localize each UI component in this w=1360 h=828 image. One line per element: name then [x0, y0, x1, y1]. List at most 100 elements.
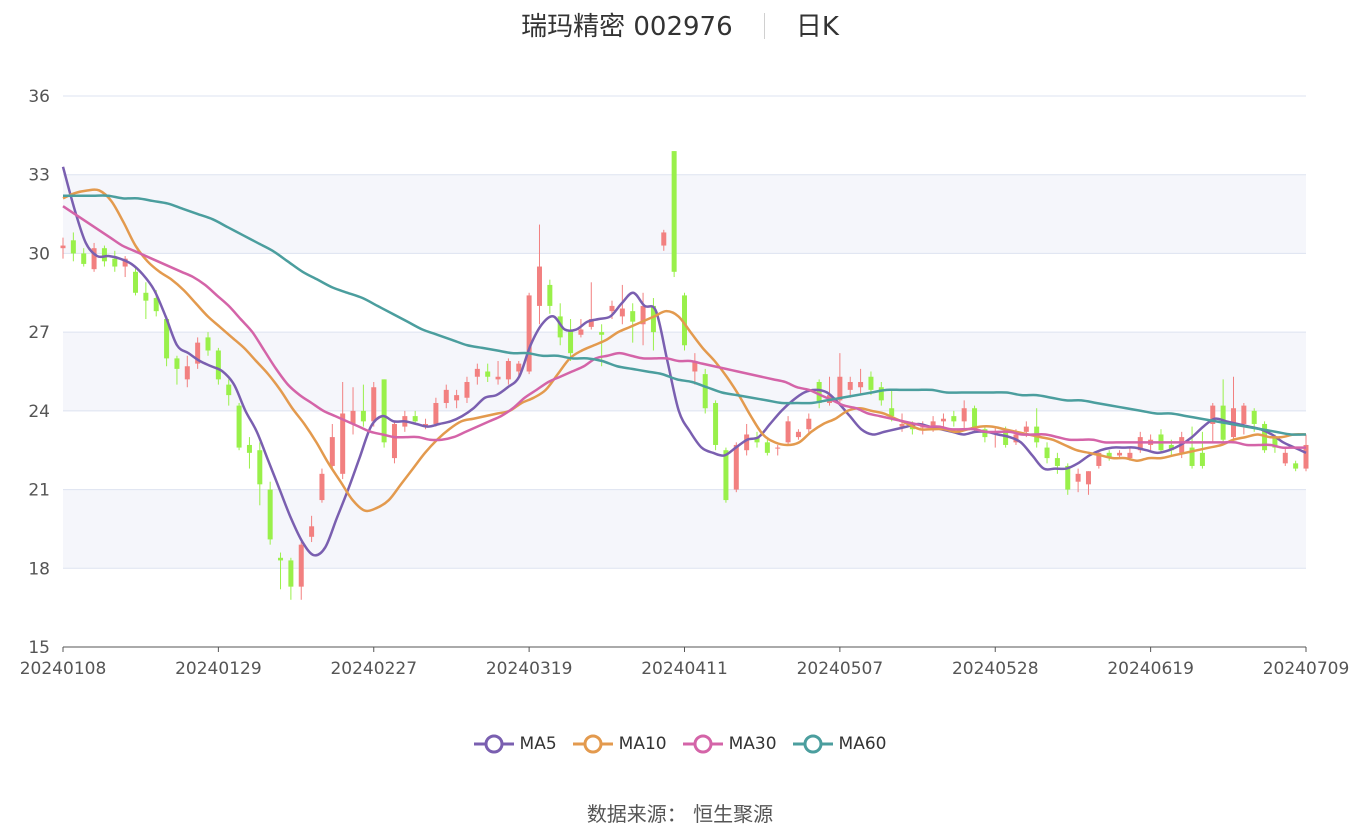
legend-item-ma60[interactable]: MA60 [792, 734, 886, 754]
legend-marker-icon [792, 734, 833, 754]
candle-body [1127, 452, 1133, 459]
candle-body [516, 363, 522, 372]
candle-body [1137, 437, 1143, 451]
x-tick-label: 20240129 [175, 659, 262, 679]
candle-body [412, 416, 418, 422]
candle-body [288, 560, 294, 587]
y-tick-label: 15 [28, 638, 50, 658]
candle-body [868, 376, 874, 390]
candle-body [464, 381, 470, 398]
candle-body [360, 410, 366, 422]
legend-item-ma10[interactable]: MA10 [572, 734, 667, 754]
candle-body [754, 437, 760, 443]
candle-body [723, 450, 729, 501]
candle-body [371, 387, 377, 422]
candle-body [744, 434, 750, 451]
candle-body [640, 305, 646, 325]
ma10-line [62, 188, 1307, 513]
candle-body [298, 544, 304, 587]
legend-item-ma30[interactable]: MA30 [682, 734, 777, 754]
y-tick-label: 24 [28, 402, 50, 422]
candle-body [112, 258, 118, 267]
candle-body [899, 423, 905, 427]
title-divider [763, 13, 765, 39]
candle-body [1210, 405, 1216, 424]
candle-body [536, 266, 542, 306]
candle-body [454, 395, 460, 401]
candle-body [443, 389, 449, 403]
candle-body [319, 473, 325, 501]
candle-body [1272, 437, 1278, 448]
candle-body [1241, 405, 1247, 424]
candle-body [1096, 452, 1102, 466]
candle-body [257, 450, 263, 485]
candle-body [526, 295, 532, 372]
candle-body [1106, 452, 1112, 459]
candle-body [391, 423, 397, 459]
candle-body [702, 374, 708, 409]
candle-body [1189, 447, 1195, 466]
candle-body [578, 329, 584, 335]
candle-body [816, 381, 822, 403]
candle-body [972, 408, 978, 430]
candle-body [267, 489, 273, 540]
candle-body [671, 151, 677, 272]
candle-body [733, 444, 739, 490]
x-tick-label: 20240227 [330, 659, 417, 679]
candle-body [309, 526, 315, 537]
candle-body [184, 366, 190, 380]
candle-body [1003, 431, 1009, 445]
candle-body [133, 271, 139, 293]
candle-body [1168, 444, 1174, 451]
candle-body [329, 437, 335, 466]
candle-body [795, 431, 801, 438]
candle-body [70, 240, 76, 254]
candle-body [847, 381, 853, 390]
ma30-line [62, 205, 1306, 450]
candle-body [785, 421, 791, 443]
candle-body [588, 319, 594, 327]
candle-body [889, 408, 895, 417]
grid-band [63, 489, 1306, 569]
x-tick-label: 20240709 [1263, 659, 1350, 679]
legend-marker-icon [682, 734, 723, 754]
candle-body [1075, 473, 1081, 482]
candle-body [195, 342, 201, 364]
candle-body [215, 350, 221, 380]
y-tick-label: 36 [28, 87, 50, 107]
candle-body [858, 381, 864, 388]
x-tick-label: 20240411 [641, 659, 728, 679]
legend-item-ma5[interactable]: MA5 [473, 734, 557, 754]
candle-body [433, 402, 439, 424]
candle-body [81, 253, 87, 264]
chart-legend: MA5 MA10 MA30 MA60 [0, 734, 1360, 754]
candle-body [619, 308, 625, 317]
chart-title-row: 瑞玛精密 002976 日K [0, 6, 1360, 46]
y-tick-label: 18 [28, 559, 50, 579]
candle-body [878, 387, 884, 401]
candle-body [1085, 471, 1091, 485]
period-label: 日K [795, 12, 839, 42]
candle-body [775, 447, 781, 449]
grid-band [63, 174, 1306, 254]
candle-body [1065, 465, 1071, 490]
candle-body [599, 332, 605, 335]
candle-body [713, 402, 719, 445]
x-tick-label: 20240319 [486, 659, 573, 679]
legend-label: MA30 [728, 734, 777, 754]
candle-body [1293, 463, 1299, 469]
candle-body [381, 379, 387, 443]
candle-body [1282, 452, 1288, 464]
candle-body [650, 305, 656, 333]
x-tick-label: 20240619 [1107, 659, 1194, 679]
candle-body [806, 418, 812, 430]
chart-title: 瑞玛精密 002976 [521, 12, 733, 42]
data-source-name: 恒生聚源 [693, 802, 774, 826]
candle-body [1251, 410, 1257, 424]
legend-label: MA5 [519, 734, 557, 754]
candle-body [174, 358, 180, 369]
candle-body [982, 429, 988, 438]
candlestick-chart: 15 18 21 24 27 30 33 36 20240108 20240129 20240227… [20, 87, 1350, 679]
y-tick-label: 27 [28, 323, 50, 343]
candle-body [764, 442, 770, 453]
